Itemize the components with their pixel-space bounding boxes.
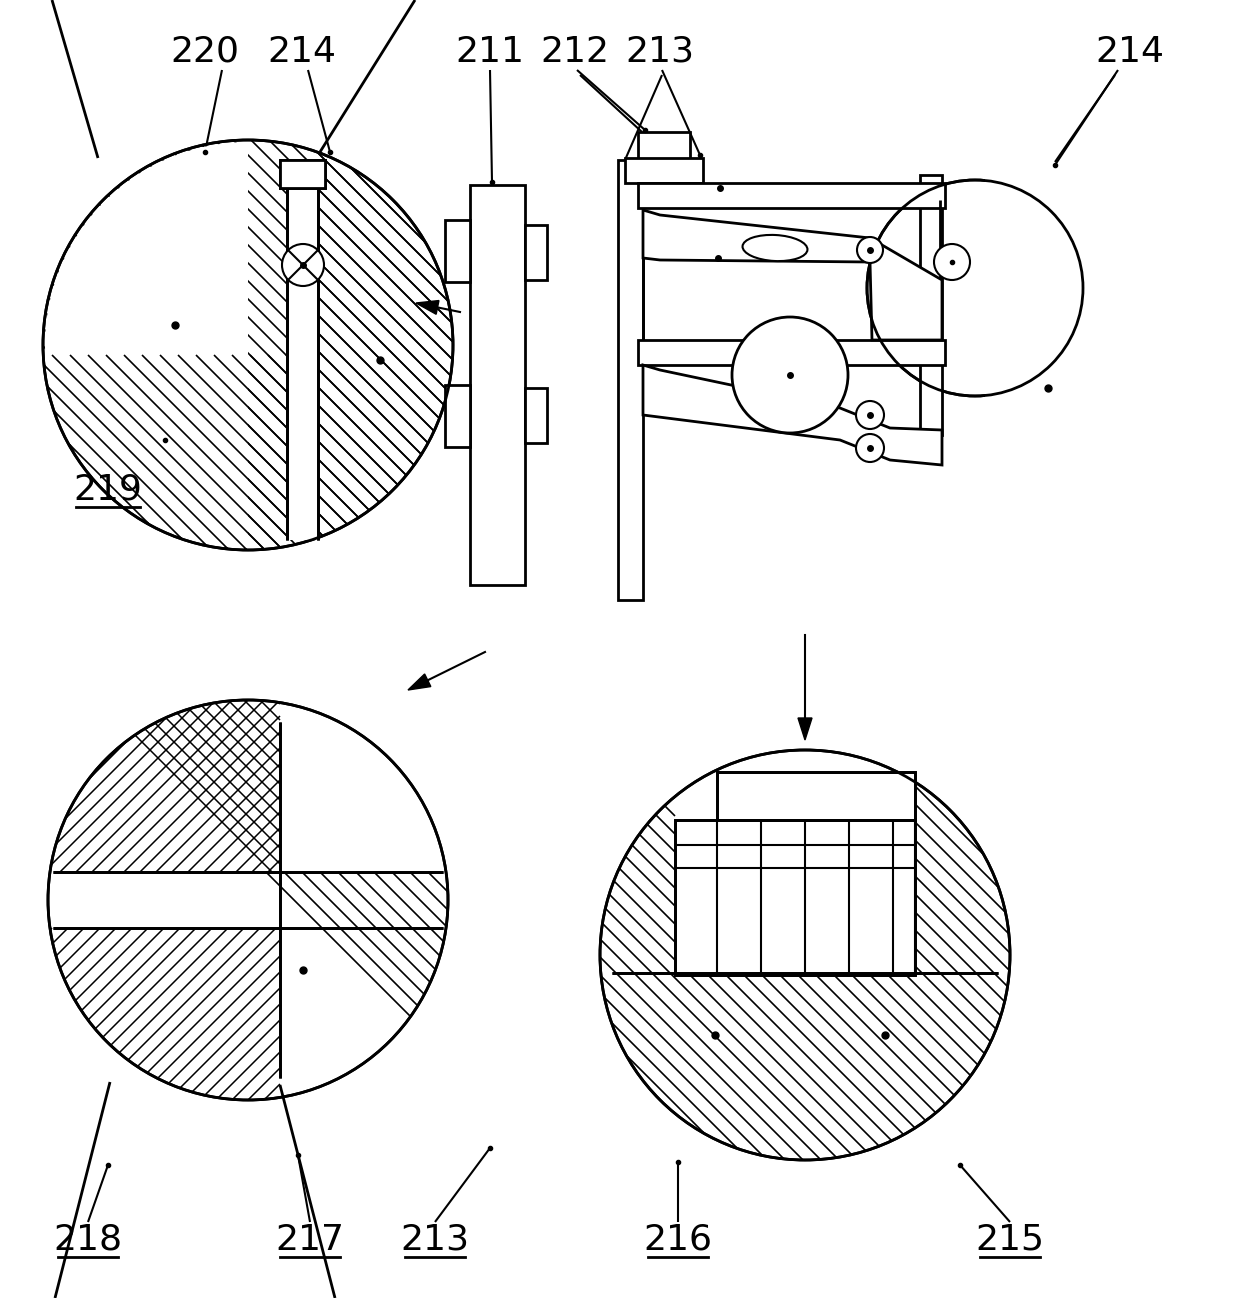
Circle shape (934, 244, 970, 280)
Circle shape (732, 317, 848, 434)
Circle shape (867, 180, 1083, 396)
Ellipse shape (743, 235, 807, 261)
Bar (625, 158, 703, 183)
Text: 214: 214 (1095, 35, 1164, 69)
Bar (525, 388, 547, 443)
Circle shape (856, 434, 884, 462)
Text: 217: 217 (275, 1223, 345, 1256)
Bar (985, 170, 1240, 530)
Text: 215: 215 (976, 1223, 1044, 1256)
Bar (445, 219, 470, 282)
Bar (920, 175, 942, 435)
Circle shape (43, 140, 453, 550)
Polygon shape (415, 301, 439, 314)
Text: 213: 213 (401, 1223, 470, 1256)
Wedge shape (45, 141, 248, 548)
Bar (717, 772, 915, 820)
Polygon shape (644, 365, 942, 465)
Bar (280, 160, 325, 188)
Bar (675, 820, 915, 975)
Circle shape (857, 238, 883, 263)
Polygon shape (408, 674, 430, 691)
Bar (717, 772, 915, 820)
Bar (286, 160, 317, 540)
Text: 213: 213 (625, 35, 694, 69)
Polygon shape (644, 210, 942, 340)
Bar (618, 160, 644, 600)
Bar (470, 186, 525, 585)
Text: 220: 220 (171, 35, 239, 69)
Text: 216: 216 (644, 1223, 713, 1256)
Circle shape (856, 401, 884, 430)
Circle shape (48, 700, 448, 1099)
Polygon shape (799, 718, 812, 740)
Bar (639, 132, 689, 165)
Circle shape (600, 750, 1011, 1160)
Bar (445, 386, 470, 447)
Text: 212: 212 (541, 35, 610, 69)
Text: 211: 211 (455, 35, 525, 69)
Bar (525, 225, 547, 280)
Bar (639, 340, 945, 365)
Circle shape (281, 244, 324, 286)
Bar (280, 160, 325, 188)
Bar (675, 820, 915, 975)
Text: 219: 219 (73, 472, 143, 508)
Text: 214: 214 (268, 35, 336, 69)
Text: 218: 218 (53, 1223, 123, 1256)
Bar (639, 183, 945, 208)
